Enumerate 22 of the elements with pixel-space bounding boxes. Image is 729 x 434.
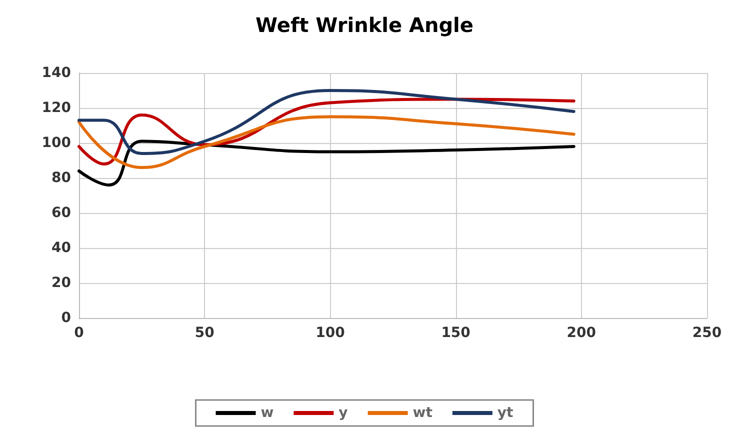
legend-label: y — [338, 405, 348, 421]
y-tick-label: 0 — [61, 310, 72, 326]
legend-label: yt — [497, 405, 514, 421]
chart-title: Weft Wrinkle Angle — [256, 13, 474, 37]
y-tick-label: 100 — [42, 135, 72, 151]
y-tick-label: 20 — [52, 275, 72, 291]
x-tick-label: 50 — [194, 325, 215, 341]
y-tick-label: 40 — [52, 240, 72, 256]
y-tick-label: 60 — [52, 205, 72, 221]
line-series — [78, 115, 576, 169]
y-tick-label: 80 — [52, 170, 72, 186]
line-series — [78, 89, 576, 155]
y-tick-label: 140 — [42, 65, 72, 81]
x-tick-label: 250 — [692, 325, 722, 341]
legend-label: wt — [412, 405, 433, 421]
y-tick-label: 120 — [42, 100, 72, 116]
x-tick-label: 200 — [566, 325, 596, 341]
x-tick-label: 100 — [316, 325, 346, 341]
x-tick-label: 0 — [74, 325, 84, 341]
legend-label: w — [260, 405, 274, 421]
line-series — [78, 140, 576, 186]
x-tick-label: 150 — [441, 325, 471, 341]
